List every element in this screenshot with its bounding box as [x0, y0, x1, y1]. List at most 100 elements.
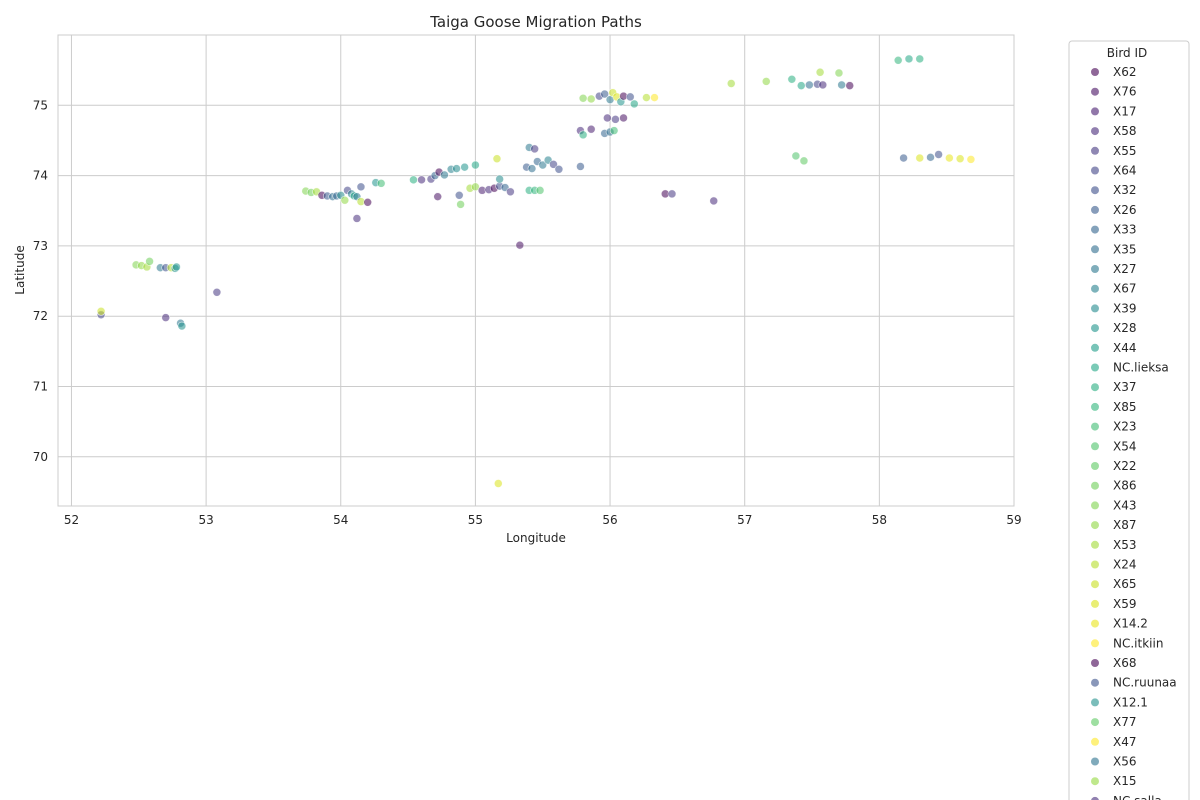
legend-entry: X23 [1091, 420, 1137, 434]
legend-label: X65 [1113, 577, 1137, 591]
data-point [726, 79, 736, 88]
data-point [915, 153, 925, 163]
legend-entry: X55 [1091, 144, 1137, 158]
data-point [161, 313, 171, 322]
legend-entry: NC.itkiin [1091, 636, 1163, 650]
data-points [96, 54, 976, 488]
legend-label: X12.1 [1113, 695, 1148, 709]
legend-marker [1091, 245, 1099, 254]
legend-entry: X33 [1091, 223, 1137, 237]
legend-box [1068, 40, 1190, 800]
legend-marker [1091, 343, 1099, 352]
legend-label: X87 [1113, 518, 1137, 532]
legend-marker [1091, 540, 1099, 549]
data-point [576, 162, 585, 171]
data-point [409, 175, 418, 185]
legend-label: X17 [1113, 104, 1137, 118]
legend-label: X55 [1113, 144, 1137, 158]
data-point [506, 187, 515, 197]
legend-entry: X44 [1091, 341, 1137, 355]
axes-frame [57, 34, 1015, 507]
legend-label: NC.lieksa [1113, 361, 1169, 375]
x-tick-label: 59 [1006, 513, 1021, 527]
data-point [145, 257, 154, 266]
legend-marker [1091, 225, 1099, 234]
legend-entry: X15 [1091, 774, 1137, 788]
legend-entry: X43 [1091, 498, 1137, 512]
data-point [535, 186, 545, 195]
data-point [212, 287, 222, 297]
legend-marker [1091, 639, 1099, 648]
data-point [417, 175, 426, 185]
data-point [815, 67, 825, 77]
legend-marker [1091, 363, 1099, 372]
data-point [600, 89, 609, 99]
x-axis-label: Longitude [506, 531, 566, 545]
data-point [471, 160, 480, 170]
legend-entry: X59 [1091, 597, 1137, 611]
legend-entry: X56 [1091, 755, 1137, 769]
legend-marker [1091, 265, 1099, 273]
data-point [515, 240, 525, 250]
legend-entry: X35 [1091, 242, 1137, 256]
data-point [787, 74, 797, 84]
chart-title: Taiga Goose Migration Paths [429, 13, 642, 31]
data-point [955, 154, 965, 164]
legend-label: X28 [1113, 321, 1137, 335]
legend-label: X85 [1113, 400, 1137, 414]
y-tick-label: 72 [33, 309, 48, 323]
legend-label: X56 [1113, 755, 1137, 769]
y-tick-label: 71 [33, 379, 48, 393]
legend-entry: X37 [1091, 380, 1137, 394]
data-point [376, 179, 386, 188]
x-tick-label: 52 [64, 513, 79, 527]
data-point [837, 80, 846, 90]
data-point [945, 153, 954, 163]
legend-label: X22 [1113, 459, 1137, 473]
legend-entry: NC.lieksa [1091, 361, 1169, 375]
legend-marker [1091, 107, 1099, 116]
data-point [709, 196, 719, 206]
plot-area [58, 35, 1014, 506]
x-tick-labels: 52 53 54 55 56 57 58 59 [64, 513, 1022, 527]
data-point [172, 262, 181, 272]
x-tick-label: 56 [602, 513, 617, 527]
legend-marker [1091, 186, 1099, 195]
data-point [549, 160, 558, 169]
legend-marker [1091, 422, 1099, 431]
legend-marker [1091, 383, 1099, 392]
data-point [893, 56, 903, 65]
data-point [667, 189, 677, 199]
data-point [471, 182, 480, 192]
legend-entry: X53 [1091, 538, 1137, 552]
legend-items: X62 X76 X17 X58 X55 X64 X32 X26 X33 X35 X27 X67 X39 X… [1091, 65, 1177, 800]
legend-marker [1091, 521, 1099, 530]
legend-marker [1091, 442, 1099, 451]
legend-label: X15 [1113, 774, 1137, 788]
legend-entry: X87 [1091, 518, 1137, 532]
x-tick-label: 57 [737, 513, 752, 527]
legend-marker [1091, 659, 1099, 667]
legend-label: X26 [1113, 203, 1137, 217]
legend-entry: X26 [1091, 203, 1137, 217]
legend-marker [1091, 619, 1099, 628]
legend-label: NC.ruunaa [1113, 676, 1177, 690]
data-point [452, 164, 461, 173]
data-point [578, 93, 588, 103]
data-point [530, 144, 539, 154]
legend-label: X67 [1113, 282, 1137, 296]
legend-label: X76 [1113, 85, 1137, 99]
legend-marker [1091, 462, 1099, 470]
legend-entry: X54 [1091, 439, 1137, 453]
y-tick-labels: 70 71 72 73 74 75 [33, 98, 48, 463]
data-point [619, 113, 628, 123]
data-point [642, 93, 651, 102]
legend-entry: X28 [1091, 321, 1137, 335]
legend-label: X62 [1113, 65, 1137, 79]
data-point [899, 153, 908, 163]
data-point [177, 321, 187, 331]
legend-label: X68 [1113, 656, 1137, 670]
legend-label: X27 [1113, 262, 1137, 276]
data-point [433, 192, 443, 201]
legend-entry: X77 [1091, 715, 1137, 729]
